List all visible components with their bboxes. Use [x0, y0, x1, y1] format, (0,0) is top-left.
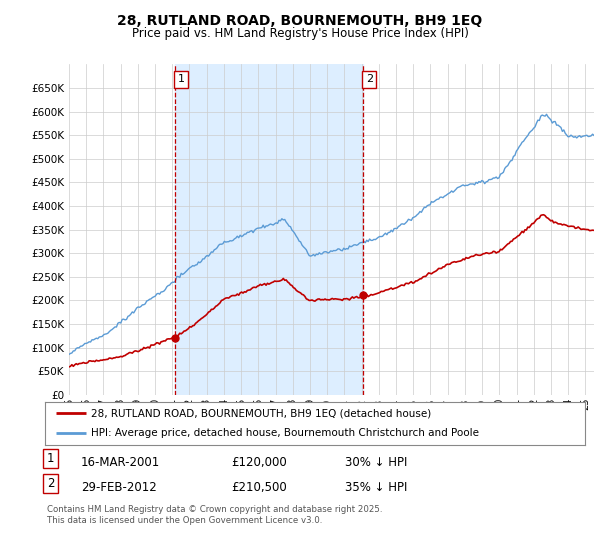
Text: 2: 2 [47, 477, 54, 490]
Text: 28, RUTLAND ROAD, BOURNEMOUTH, BH9 1EQ: 28, RUTLAND ROAD, BOURNEMOUTH, BH9 1EQ [118, 14, 482, 28]
Text: 30% ↓ HPI: 30% ↓ HPI [345, 456, 407, 469]
Text: 2: 2 [365, 74, 373, 84]
Text: 29-FEB-2012: 29-FEB-2012 [81, 481, 157, 494]
Text: 1: 1 [178, 74, 185, 84]
Text: 35% ↓ HPI: 35% ↓ HPI [345, 481, 407, 494]
Text: £120,000: £120,000 [231, 456, 287, 469]
Text: 16-MAR-2001: 16-MAR-2001 [81, 456, 160, 469]
Text: 1: 1 [47, 452, 54, 465]
Text: 28, RUTLAND ROAD, BOURNEMOUTH, BH9 1EQ (detached house): 28, RUTLAND ROAD, BOURNEMOUTH, BH9 1EQ (… [91, 408, 431, 418]
Text: £210,500: £210,500 [231, 481, 287, 494]
Text: Contains HM Land Registry data © Crown copyright and database right 2025.
This d: Contains HM Land Registry data © Crown c… [47, 505, 382, 525]
Text: HPI: Average price, detached house, Bournemouth Christchurch and Poole: HPI: Average price, detached house, Bour… [91, 428, 479, 438]
Bar [175, 64, 363, 395]
Text: Price paid vs. HM Land Registry's House Price Index (HPI): Price paid vs. HM Land Registry's House … [131, 27, 469, 40]
